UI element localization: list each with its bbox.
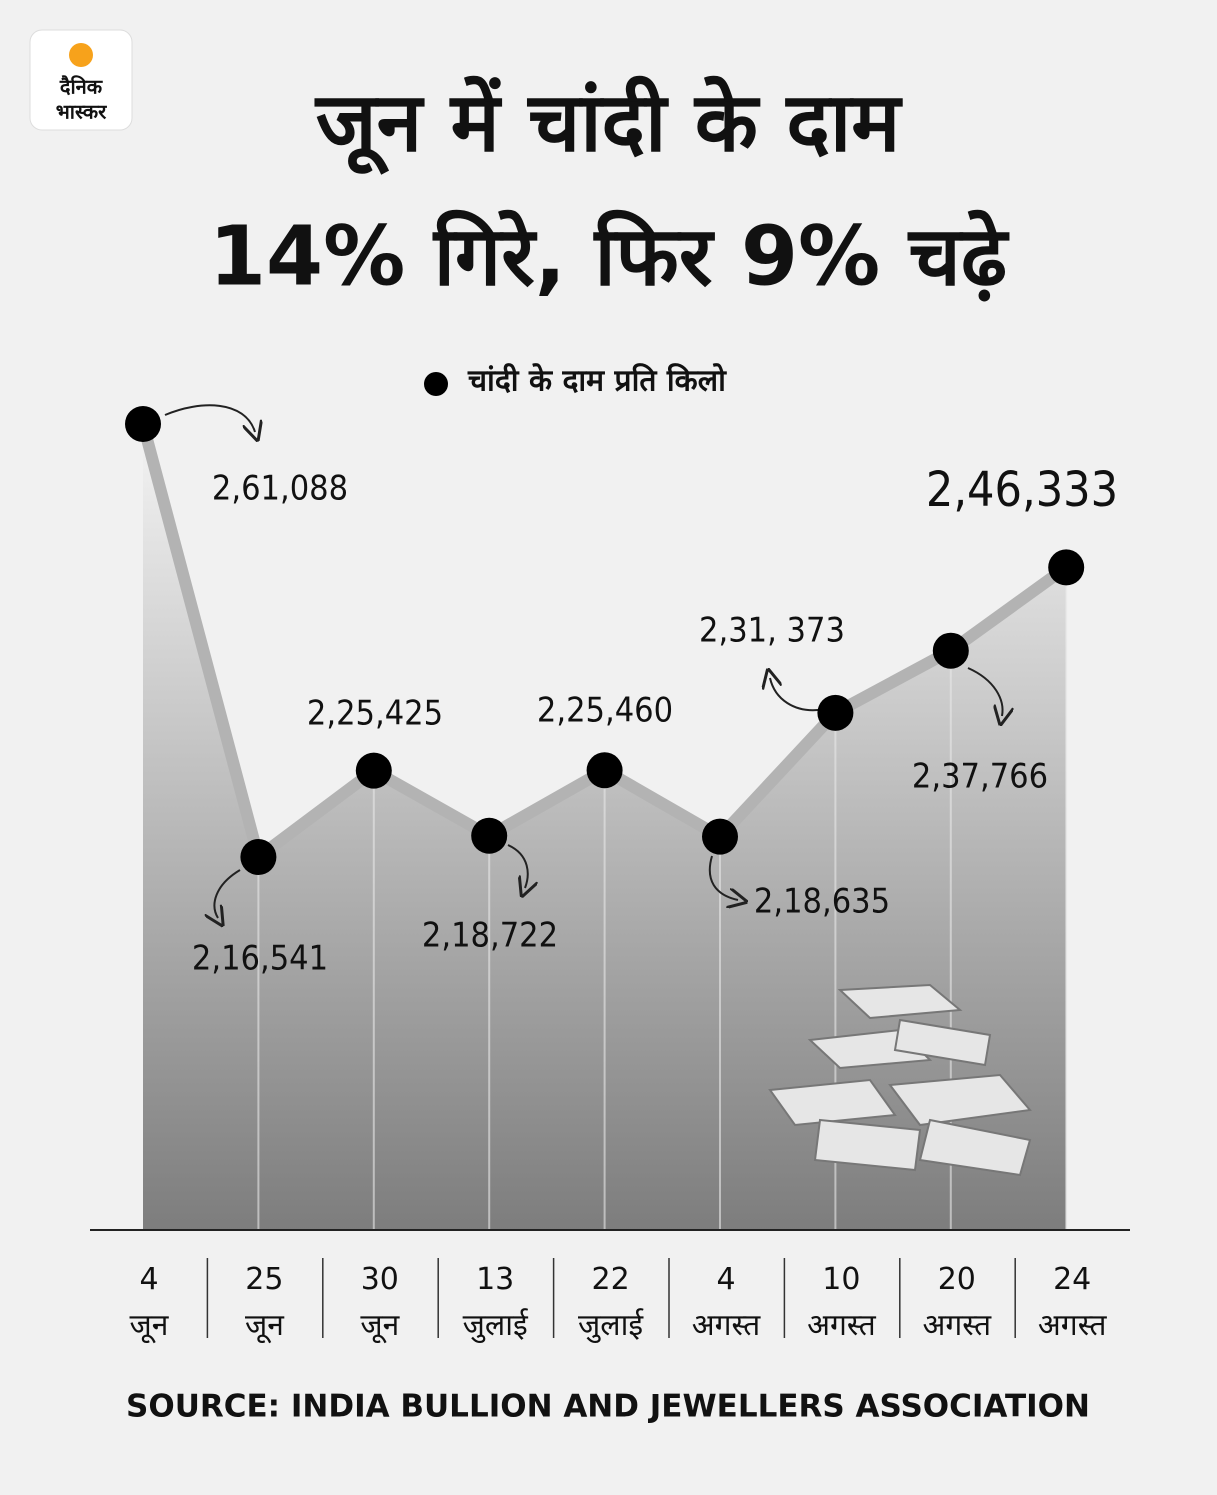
data-label: 2,61,088 [212,469,348,509]
point [1048,549,1085,586]
data-label: 2,31, 373 [699,611,845,651]
logo-box [29,29,133,131]
logo-text: भास्कर [56,100,107,124]
point [355,752,392,789]
x-tick-label: 20 अगस्त [923,1262,992,1343]
point [471,817,508,854]
data-label: 2,46,333 [926,462,1118,518]
x-tick-label: 4 जून [130,1262,170,1344]
data-label: 2,25,425 [307,694,443,734]
bar-illustration [837,983,963,1020]
data-label: 2,18,722 [422,916,558,956]
bar-illustration [893,1018,992,1067]
bar-illustration [813,1118,922,1172]
legend-marker [424,372,448,396]
silver-bars [768,983,1032,1177]
arrow [770,678,819,712]
arrow [214,869,241,918]
x-tick-label: 4 अगस्त [692,1262,761,1343]
point [240,839,277,875]
chart-title: 14% गिरे, फिर 9% चढ़े [209,209,1010,304]
x-tick-label: 10 अगस्त [807,1262,876,1343]
logo: दैनिक भास्कर [29,29,133,131]
arrow [708,855,738,900]
bar-illustration [918,1118,1032,1177]
data-label: 2,37,766 [912,757,1048,797]
data-label: 2,18,635 [754,882,890,922]
x-tick-label: 30 जून [360,1262,400,1344]
arrow [967,667,1003,716]
arrow [507,844,528,888]
point [586,752,623,789]
logo-text: दैनिक [59,75,104,99]
arrow [164,404,255,432]
logo-sun [69,43,93,67]
chart-title: जून में चांदी के दाम [314,75,903,175]
source: SOURCE: INDIA BULLION AND JEWELLERS ASSO… [126,1389,1090,1425]
data-label: 2,16,541 [192,939,328,979]
point [125,406,161,442]
point [932,632,969,669]
point [702,818,738,855]
x-tick-label: 24 अगस्त [1038,1262,1107,1343]
x-tick-label: 25 जून [245,1262,285,1344]
bar-illustration [768,1078,897,1127]
x-tick-label: 13 जुलाई [463,1262,529,1344]
arrows [164,404,1003,918]
point [817,694,854,731]
bar-illustration [888,1073,1032,1127]
data-label: 2,25,460 [537,691,673,731]
x-tick-label: 22 जुलाई [578,1262,644,1344]
legend-label: चांदी के दाम प्रति किलो [467,363,727,399]
